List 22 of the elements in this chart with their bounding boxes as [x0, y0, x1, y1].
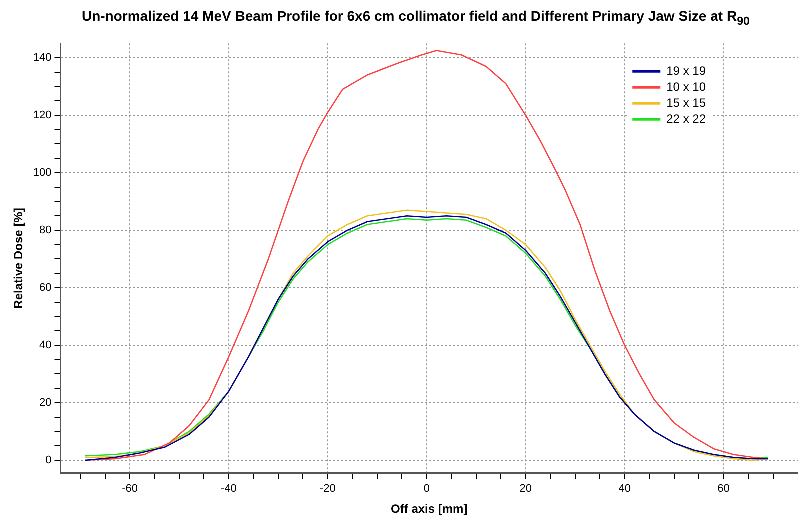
y-axis-title: Relative Dose [%] [12, 208, 26, 309]
x-tick-label: -20 [320, 483, 336, 496]
x-tick-label: 20 [520, 483, 532, 496]
y-tick-label: 80 [40, 224, 52, 236]
x-tick-label: -40 [221, 483, 237, 496]
y-tick-label: 0 [46, 454, 52, 466]
y-tick-label: 60 [40, 282, 52, 294]
y-tick-label: 20 [40, 396, 52, 409]
x-tick-label: 40 [618, 483, 631, 496]
legend-label: 19 x 19 [666, 64, 706, 78]
y-tick-label: 120 [33, 110, 52, 122]
x-tick-label: -60 [122, 483, 138, 496]
y-tick-label: 100 [33, 167, 52, 179]
x-tick-label: 60 [718, 483, 730, 496]
y-tick-label: 140 [33, 52, 52, 64]
x-tick-label: 0 [424, 483, 430, 496]
y-tick-label: 40 [40, 339, 52, 352]
legend-label: 15 x 15 [666, 96, 706, 110]
legend-label: 10 x 10 [666, 80, 706, 94]
x-axis-title: Off axis [mm] [391, 502, 468, 516]
legend-label: 22 x 22 [666, 112, 706, 126]
chart-title: Un-normalized 14 MeV Beam Profile for 6x6 cm collimator field and Different Primary Jaw Size at R$_{90}$ [80, 7, 752, 30]
